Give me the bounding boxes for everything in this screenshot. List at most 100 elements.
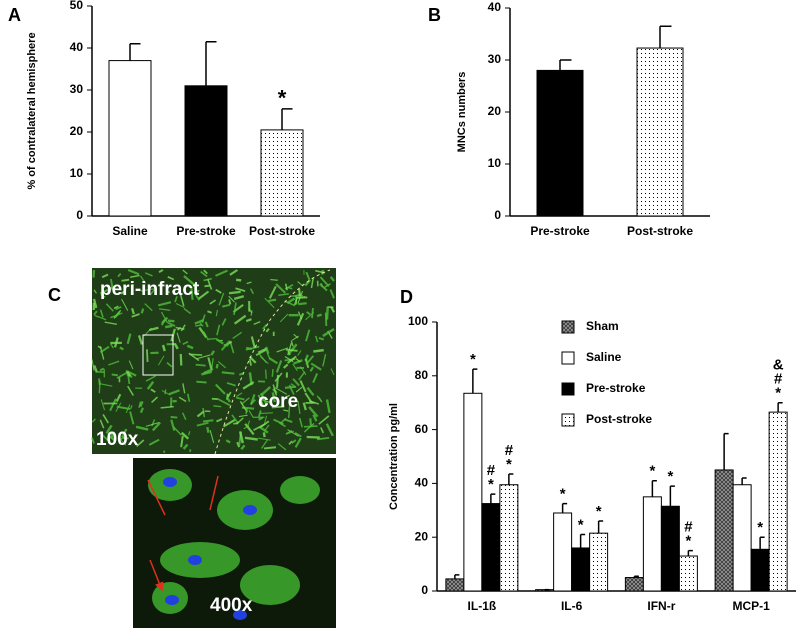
fiber: [222, 419, 236, 428]
fiber: [93, 310, 98, 316]
y-tick-label: 80: [415, 368, 429, 382]
fiber: [204, 284, 211, 288]
fiber: [318, 337, 325, 341]
fiber: [303, 422, 315, 433]
panel-c: C peri-infract core 100x 400x: [48, 268, 336, 628]
bar: [536, 69, 584, 217]
fiber: [117, 273, 122, 278]
fiber: [115, 306, 122, 311]
fiber: [108, 435, 116, 442]
fiber: [235, 287, 246, 292]
fiber: [215, 338, 224, 345]
annotation: *: [488, 476, 494, 493]
fiber: [294, 431, 302, 438]
fiber: [180, 324, 186, 332]
fiber: [126, 371, 132, 377]
fiber: [175, 302, 185, 309]
fiber: [215, 309, 219, 317]
fiber: [186, 393, 191, 402]
fiber: [195, 324, 203, 327]
fiber: [319, 283, 328, 292]
fiber: [127, 268, 140, 276]
y-axis-label: MNCs numbers: [456, 72, 468, 153]
fiber: [277, 443, 287, 451]
annotation: *: [278, 86, 287, 111]
fiber: [210, 350, 216, 356]
cell: [280, 476, 320, 504]
fiber: [271, 405, 285, 409]
fiber: [159, 308, 171, 312]
fiber: [215, 383, 226, 395]
fiber: [115, 402, 122, 412]
fiber: [283, 409, 289, 412]
fiber: [121, 298, 129, 311]
zoom-box: [142, 334, 174, 376]
fiber: [260, 412, 273, 415]
fiber: [270, 278, 278, 281]
fiber: [273, 418, 284, 426]
fiber: [264, 297, 275, 309]
nucleus: [233, 610, 247, 620]
fiber: [218, 292, 225, 306]
fiber: [166, 361, 173, 368]
fiber: [182, 341, 189, 346]
bar: [499, 484, 519, 592]
x-tick-label: Post-stroke: [249, 224, 315, 238]
fiber: [268, 357, 278, 365]
legend-label: Pre-stroke: [586, 381, 646, 395]
legend-label: Saline: [586, 350, 622, 364]
fiber: [235, 278, 242, 282]
y-tick-label: 40: [415, 476, 429, 490]
fiber: [268, 298, 277, 303]
fiber: [235, 392, 243, 398]
error-bar: [508, 473, 514, 485]
fiber: [305, 329, 311, 342]
fiber: [255, 348, 268, 356]
fiber: [310, 278, 314, 289]
fiber: [297, 350, 302, 356]
bar: [660, 505, 680, 592]
x-tick-label: Pre-stroke: [176, 224, 236, 238]
fiber: [268, 286, 277, 299]
fiber: [221, 318, 227, 326]
fiber: [287, 350, 291, 356]
fiber: [284, 418, 293, 423]
fiber: [292, 378, 300, 387]
annotation: *: [757, 519, 763, 536]
fiber: [322, 353, 327, 367]
fiber: [287, 429, 299, 437]
image-label: peri-infract: [100, 279, 200, 300]
fiber: [287, 286, 293, 290]
fiber: [178, 396, 187, 403]
bar: [108, 60, 152, 217]
y-tick-label: 0: [421, 583, 428, 597]
fiber: [308, 406, 319, 418]
fiber: [310, 362, 322, 371]
legend-swatch: [561, 320, 575, 334]
arrow: [147, 475, 219, 590]
nucleus: [163, 477, 177, 487]
fiber: [284, 355, 294, 363]
fiber: [282, 363, 289, 369]
x-tick-label: Post-stroke: [627, 224, 693, 238]
fiber: [238, 431, 244, 444]
fiber: [98, 383, 113, 387]
fiber: [215, 269, 228, 277]
fiber: [216, 418, 223, 423]
fiber: [173, 343, 179, 350]
boundary-line: [214, 269, 331, 455]
fiber: [195, 289, 200, 295]
panel-label: D: [400, 287, 413, 307]
fiber: [99, 345, 110, 354]
fiber: [296, 312, 305, 326]
fiber: [91, 359, 95, 371]
fiber: [275, 360, 283, 373]
fiber: [263, 446, 277, 450]
fiber: [114, 311, 121, 319]
fiber: [305, 355, 315, 366]
fiber: [196, 354, 211, 360]
fiber: [322, 328, 335, 338]
fiber: [140, 308, 145, 314]
bar: [184, 85, 228, 217]
fiber: [306, 386, 315, 397]
